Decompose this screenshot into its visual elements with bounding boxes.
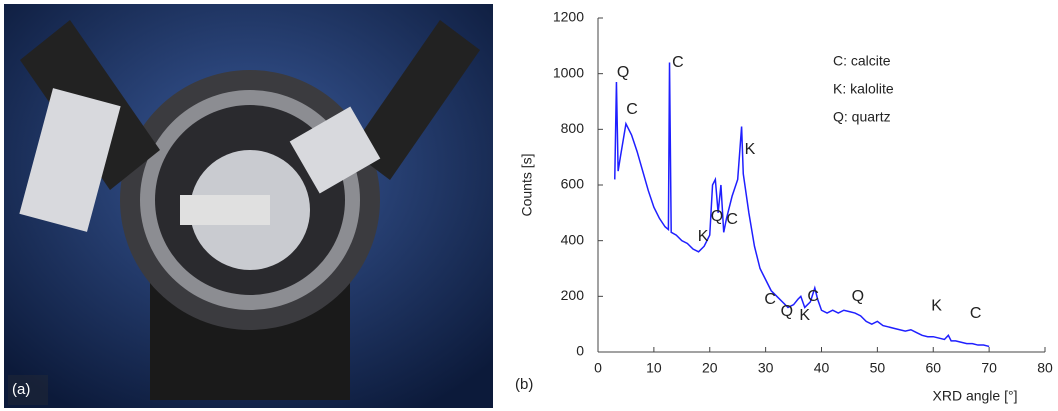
x-tick-label: 10 (646, 360, 662, 376)
peak-label: Q (711, 208, 723, 225)
peak-label: C (807, 288, 819, 305)
peak-label: K (745, 141, 756, 158)
x-tick-label: 60 (925, 360, 941, 376)
spectrum-line (614, 62, 990, 348)
peak-label: K (698, 228, 709, 245)
photo: (a) (4, 4, 493, 408)
legend-box (812, 40, 947, 140)
panel-label: (b) (515, 376, 533, 393)
legend-text: K: kalolite (833, 81, 894, 97)
legend-text: Q: quartz (833, 109, 891, 125)
x-tick-label: 30 (758, 360, 774, 376)
x-tick-label: 20 (702, 360, 718, 376)
y-tick-label: 1000 (553, 64, 584, 80)
y-tick-label: 200 (561, 287, 585, 303)
peak-label: C (970, 305, 982, 322)
x-tick-label: 40 (814, 360, 830, 376)
peak-label: C (626, 101, 638, 118)
y-tick-label: 600 (561, 176, 585, 192)
x-axis-label: XRD angle [°] (933, 388, 1018, 404)
peak-label: Q (852, 288, 864, 305)
peak-label: C (672, 54, 684, 71)
peak-label: Q (617, 64, 629, 81)
x-tick-label: 80 (1037, 360, 1053, 376)
peak-label: K (931, 297, 942, 314)
y-tick-label: 800 (561, 120, 585, 136)
peak-label: Q (781, 303, 793, 320)
peak-label: C (764, 291, 776, 308)
x-tick-label: 70 (981, 360, 997, 376)
x-tick-label: 50 (870, 360, 886, 376)
y-tick-label: 400 (561, 231, 585, 247)
y-axis-label: Counts [s] (519, 153, 535, 216)
peak-label: K (799, 307, 810, 324)
x-tick-label: 0 (594, 360, 602, 376)
legend-text: C: calcite (833, 53, 891, 69)
y-tick-label: 0 (576, 343, 584, 359)
peak-label: C (726, 211, 738, 228)
panel-label: (a) (12, 381, 30, 398)
y-tick-label: 1200 (553, 9, 584, 25)
